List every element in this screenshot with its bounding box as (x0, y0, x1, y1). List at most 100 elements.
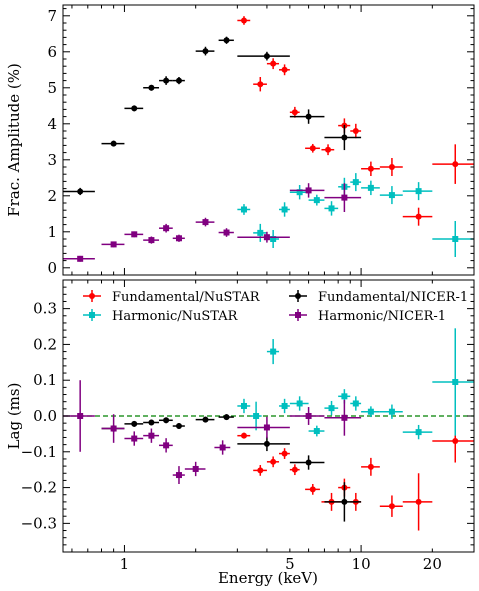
circle-marker (110, 140, 117, 147)
data-point (402, 182, 433, 201)
circle-marker (281, 66, 288, 73)
data-point (159, 438, 173, 453)
data-point (308, 425, 325, 437)
data-point (253, 465, 267, 476)
data-point (266, 456, 280, 468)
circle-marker (175, 77, 182, 84)
square-marker (77, 255, 84, 262)
circle-marker (341, 498, 348, 505)
square-marker (240, 206, 247, 213)
circle-marker (452, 438, 459, 445)
legend-entry-harmonic-nicer-1: Harmonic/NICER-1 (289, 309, 446, 324)
square-marker (452, 236, 459, 242)
data-point (289, 183, 325, 198)
data-point (124, 105, 144, 112)
data-point (63, 255, 95, 262)
top-panel-frame (62, 4, 475, 276)
square-marker (352, 179, 359, 186)
data-point (101, 414, 125, 443)
data-point (195, 416, 215, 423)
square-marker (415, 188, 422, 195)
bottom-panel-ticks: −0.3 −0.2 −0.1 0.0 0.1 0.2 0.3 1 5 10 20 (21, 279, 475, 573)
y-tick-label: −0.2 (21, 479, 57, 497)
y-tick-label: 0.0 (33, 407, 57, 425)
data-point (63, 187, 95, 196)
square-marker (352, 400, 359, 407)
circle-marker (202, 416, 209, 423)
circle-marker (305, 113, 312, 120)
circle-marker (388, 503, 395, 510)
series-fundamental-nustar (237, 16, 474, 226)
bottom-panel-marks (63, 328, 474, 531)
data-point (184, 461, 206, 477)
circle-marker (325, 146, 332, 153)
data-point (143, 236, 160, 244)
legend-label: Harmonic/NuSTAR (112, 309, 239, 324)
data-point (361, 406, 380, 418)
square-marker (240, 402, 247, 409)
square-marker (313, 428, 320, 435)
data-point (350, 396, 362, 411)
square-marker (175, 235, 182, 242)
y-tick-label: 6 (47, 43, 57, 61)
circle-marker (223, 414, 230, 421)
circle-marker (163, 417, 170, 424)
data-point (402, 473, 433, 531)
square-marker (341, 393, 348, 400)
data-point (361, 161, 380, 176)
data-point (159, 76, 173, 85)
y-tick-label: 3 (47, 151, 57, 169)
square-marker (281, 206, 288, 213)
data-point (361, 180, 380, 196)
square-marker (367, 408, 374, 415)
data-point (253, 223, 267, 242)
x-axis-label: Energy (keV) (218, 569, 318, 587)
square-marker (281, 402, 288, 409)
data-point (218, 36, 234, 44)
data-point (143, 419, 160, 426)
circle-marker (175, 423, 182, 430)
legend-entry-fundamental-nustar: Fundamental/NuSTAR (83, 290, 261, 305)
data-point (321, 144, 335, 156)
data-point (279, 64, 290, 76)
circle-marker (202, 48, 209, 55)
circle-marker (352, 128, 359, 134)
circle-marker (415, 498, 422, 505)
data-point (379, 495, 403, 517)
data-point (432, 144, 474, 184)
y-tick-label: 5 (47, 79, 57, 97)
legend-circle-marker (295, 293, 301, 299)
square-marker (388, 408, 395, 415)
data-point (124, 420, 144, 427)
y-tick-label: 0.1 (33, 371, 57, 389)
square-marker (341, 414, 348, 421)
circle-marker (270, 60, 277, 67)
top-panel: 0 1 2 3 4 5 6 7 Frac. Amplitude (%) (5, 4, 475, 277)
top-y-axis-label: Frac. Amplitude (%) (5, 63, 23, 217)
legend-label: Fundamental/NICER-1 (318, 290, 468, 305)
data-point (324, 124, 362, 151)
square-marker (263, 424, 270, 431)
circle-marker (148, 419, 155, 426)
data-point (124, 231, 144, 238)
data-point (237, 436, 290, 452)
data-point (402, 207, 433, 226)
circle-marker (281, 450, 288, 457)
series-harmonic-nustar (237, 328, 474, 440)
y-tick-label: 2 (47, 187, 57, 205)
square-marker (313, 197, 320, 204)
data-point (266, 58, 280, 70)
data-point (172, 234, 185, 242)
circle-marker (223, 37, 230, 44)
data-point (195, 217, 215, 227)
data-point (432, 221, 474, 257)
circle-marker (291, 109, 298, 116)
data-point (289, 407, 325, 425)
square-marker (131, 231, 138, 238)
legend-label: Fundamental/NuSTAR (112, 290, 261, 305)
series-fundamental-nicer-1 (63, 36, 362, 196)
square-marker (388, 192, 395, 199)
data-point (253, 77, 267, 92)
